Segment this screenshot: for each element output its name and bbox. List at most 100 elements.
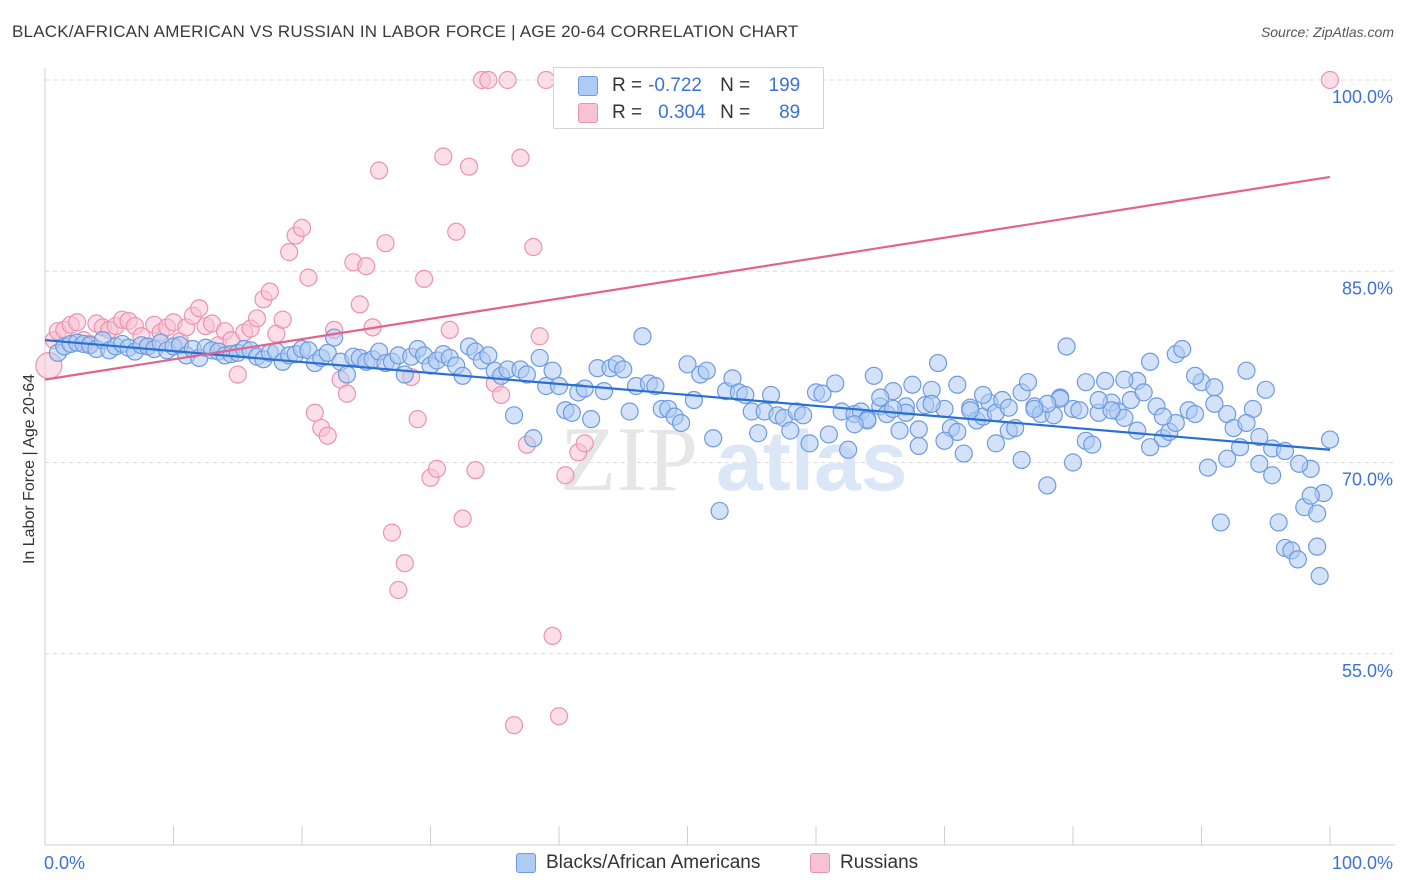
russian-point <box>395 554 414 573</box>
black-point <box>704 429 723 448</box>
russian-point <box>479 70 498 90</box>
black-point <box>1128 421 1147 440</box>
russian-point <box>318 426 337 445</box>
russian-point <box>543 626 562 646</box>
legend-r-value: 0.304 <box>658 102 706 123</box>
black-point <box>1140 352 1160 371</box>
russian-point <box>389 580 408 600</box>
russian-point <box>305 403 324 422</box>
black-point <box>530 348 549 368</box>
black-point <box>562 403 581 422</box>
black-point <box>1205 394 1224 413</box>
black-point <box>697 361 716 380</box>
grid-lines <box>45 79 1395 655</box>
black-point <box>1290 454 1309 473</box>
legend-swatch-blue <box>516 853 536 873</box>
russian-point <box>556 466 575 485</box>
black-point <box>1038 476 1057 495</box>
black-point <box>909 436 928 456</box>
black-point <box>1102 401 1121 420</box>
black-point <box>954 444 973 463</box>
black-point <box>1320 430 1340 449</box>
legend-item-blacks[interactable]: Blacks/African Americans <box>516 852 760 874</box>
black-point <box>922 394 941 413</box>
black-point <box>646 376 665 396</box>
russian-point <box>260 282 279 301</box>
legend-swatch-pink <box>578 103 598 123</box>
russian-point <box>190 299 209 318</box>
black-point <box>1263 466 1282 485</box>
black-point <box>1256 380 1275 399</box>
russian-point <box>530 327 549 346</box>
x-tick-label-max: 100.0% <box>1332 853 1393 873</box>
black-point <box>678 355 697 374</box>
legend-label-russians: Russians <box>840 852 919 873</box>
black-point <box>864 366 883 385</box>
black-point <box>594 382 614 401</box>
source-credit: Source: ZipAtlas.com <box>1260 24 1394 40</box>
black-point <box>909 420 928 439</box>
russian-point <box>292 218 312 237</box>
legend-n-value: 199 <box>768 75 801 96</box>
russian-point <box>376 234 395 253</box>
black-point <box>517 365 536 384</box>
black-point <box>794 406 813 425</box>
black-point <box>973 385 993 405</box>
black-point <box>620 402 639 421</box>
russian-point <box>273 310 292 329</box>
y-axis-label: In Labor Force | Age 20-64 <box>21 373 38 565</box>
black-point <box>504 406 524 425</box>
black-point <box>1308 504 1327 523</box>
black-point <box>1211 513 1230 532</box>
black-point <box>710 501 729 521</box>
black-point <box>826 374 845 393</box>
legend-item-russians[interactable]: Russians <box>810 852 918 874</box>
black-point <box>1018 373 1038 392</box>
black-point <box>903 375 922 394</box>
russian-point <box>549 707 569 726</box>
black-point <box>961 401 980 420</box>
black-point <box>1310 566 1329 586</box>
black-point <box>1115 370 1134 389</box>
russian-point <box>427 459 447 478</box>
russian-point <box>434 147 453 166</box>
black-point <box>948 375 967 394</box>
black-point <box>839 440 858 459</box>
y-tick-label: 70.0% <box>1342 470 1393 490</box>
russian-point <box>414 269 434 288</box>
russian-point <box>447 222 466 241</box>
russian-point <box>504 716 524 735</box>
black-point <box>1057 337 1076 356</box>
black-point <box>928 353 948 373</box>
black-point <box>1134 383 1153 402</box>
y-tick-label: 55.0% <box>1342 661 1393 681</box>
black-point <box>871 388 890 407</box>
tick-labels: 55.0% 70.0% 85.0% 100.0% 0.0% 100.0% <box>44 87 1393 873</box>
black-point <box>890 421 909 440</box>
black-point <box>1173 339 1192 359</box>
russian-point <box>524 237 543 257</box>
legend-label-blacks: Blacks/African Americans <box>546 852 761 873</box>
black-point <box>318 343 337 362</box>
black-point <box>819 425 838 444</box>
svg-text:atlas: atlas <box>716 414 907 508</box>
black-point <box>543 361 562 380</box>
black-point <box>1089 390 1108 410</box>
black-point <box>1153 407 1173 426</box>
correlation-legend: R = -0.722 N = 199 R = 0.304 N = 89 <box>553 67 824 129</box>
black-point <box>479 346 498 365</box>
russian-point <box>466 461 485 480</box>
black-point <box>1205 378 1224 397</box>
legend-n-label: N = <box>720 75 751 96</box>
y-tick-label: 85.0% <box>1342 278 1393 298</box>
russian-point <box>280 243 299 262</box>
black-point <box>1070 401 1089 420</box>
legend-r-label: R = <box>612 102 643 123</box>
black-point <box>1250 427 1269 447</box>
black-point <box>1096 371 1115 390</box>
black-point <box>1198 458 1218 477</box>
y-tick-label: 100.0% <box>1332 87 1393 107</box>
russian-point <box>247 309 267 328</box>
legend-n-label: N = <box>720 102 751 123</box>
